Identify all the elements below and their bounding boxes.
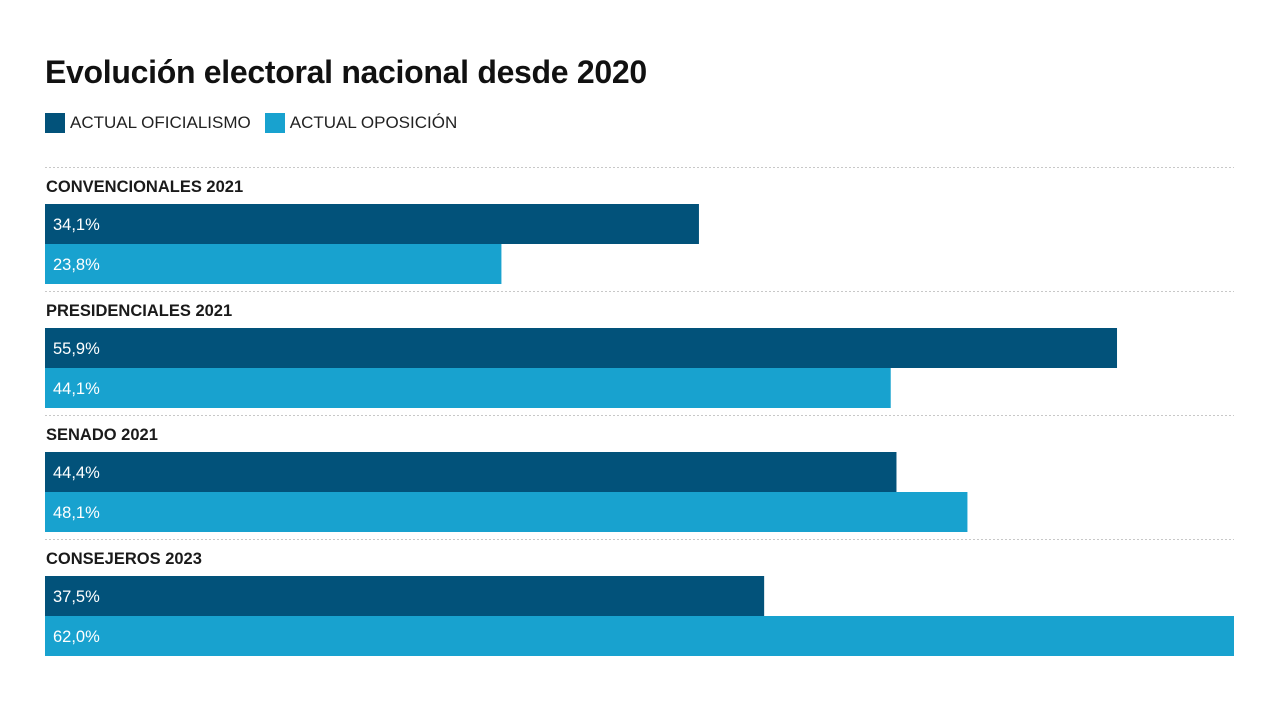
data-label-oposicion-senado-2021: 48,1% — [53, 504, 100, 522]
legend: ACTUAL OFICIALISMO ACTUAL OPOSICIÓN — [45, 113, 471, 133]
bar-oficialismo-presidenciales-2021 — [45, 328, 1118, 368]
legend-label-oficialismo: ACTUAL OFICIALISMO — [70, 113, 251, 132]
category-label-senado-2021: SENADO 2021 — [46, 426, 158, 444]
bar-oposicion-consejeros-2023 — [45, 616, 1234, 656]
bar-oposicion-senado-2021 — [45, 492, 968, 532]
category-label-convencionales-2021: CONVENCIONALES 2021 — [46, 178, 243, 196]
bar-oficialismo-consejeros-2023 — [45, 576, 765, 616]
data-label-oficialismo-presidenciales-2021: 55,9% — [53, 340, 100, 358]
legend-item-oposicion: ACTUAL OPOSICIÓN — [264, 113, 458, 133]
data-label-oficialismo-senado-2021: 44,4% — [53, 464, 100, 482]
legend-swatch-oficialismo — [45, 113, 65, 133]
category-label-presidenciales-2021: PRESIDENCIALES 2021 — [46, 302, 232, 320]
data-label-oficialismo-convencionales-2021: 34,1% — [53, 216, 100, 234]
bar-oposicion-presidenciales-2021 — [45, 368, 891, 408]
bar-oficialismo-convencionales-2021 — [45, 204, 699, 244]
category-label-consejeros-2023: CONSEJEROS 2023 — [46, 550, 202, 568]
data-label-oposicion-presidenciales-2021: 44,1% — [53, 380, 100, 398]
data-label-oposicion-convencionales-2021: 23,8% — [53, 256, 100, 274]
data-label-oposicion-consejeros-2023: 62,0% — [53, 628, 100, 646]
legend-label-oposicion: ACTUAL OPOSICIÓN — [289, 113, 458, 132]
bar-oficialismo-senado-2021 — [45, 452, 897, 492]
legend-item-oficialismo: ACTUAL OFICIALISMO — [45, 113, 251, 133]
chart-title: Evolución electoral nacional desde 2020 — [45, 54, 647, 90]
data-label-oficialismo-consejeros-2023: 37,5% — [53, 588, 100, 606]
legend-swatch-oposicion — [264, 113, 285, 133]
bar-oposicion-convencionales-2021 — [45, 244, 502, 284]
